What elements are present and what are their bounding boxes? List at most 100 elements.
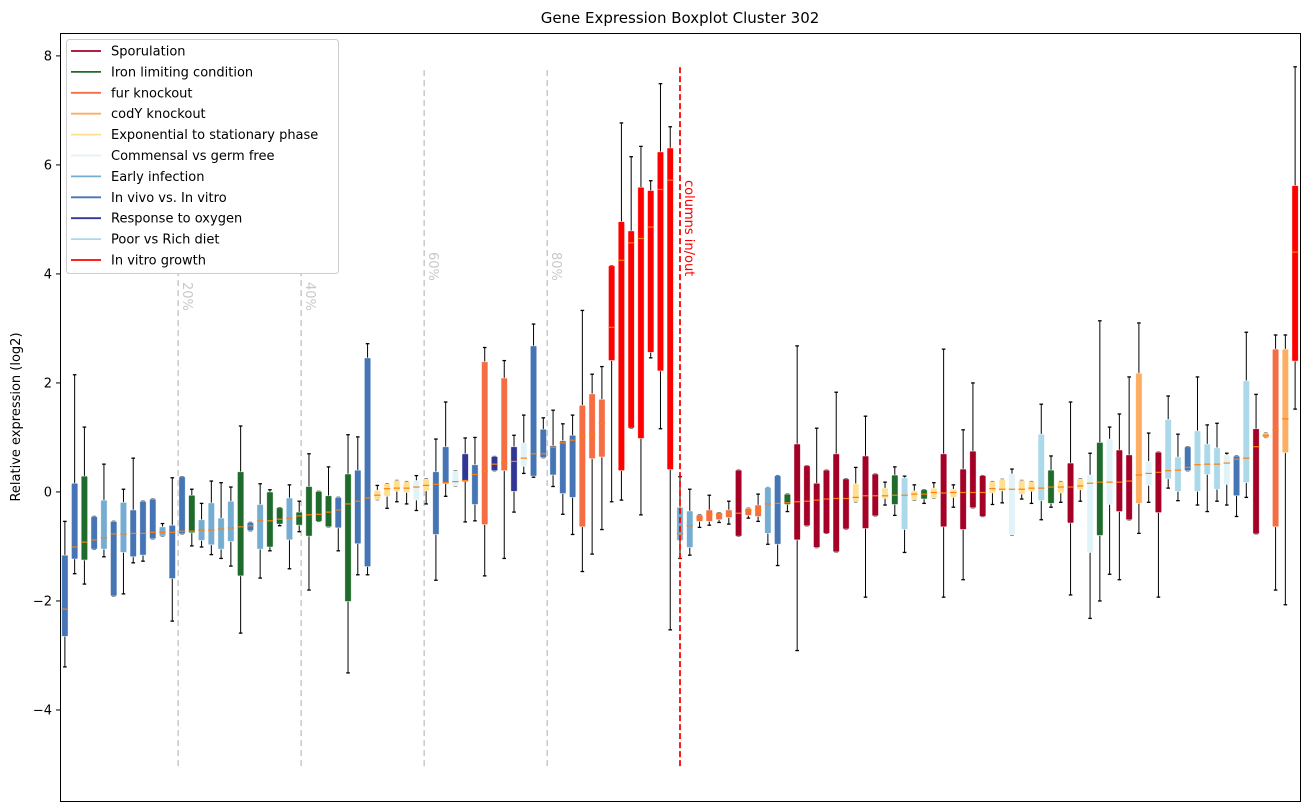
box-body	[393, 480, 401, 492]
box-4	[90, 515, 98, 550]
box-118	[1203, 424, 1211, 513]
box-56	[598, 365, 606, 531]
box-21	[256, 483, 264, 579]
box-117	[1193, 376, 1202, 506]
legend-item: Exponential to stationary phase	[71, 128, 318, 143]
box-body	[539, 428, 547, 459]
box-100	[1027, 480, 1036, 505]
box-body	[1271, 348, 1280, 528]
box-44	[481, 346, 489, 577]
box-body	[266, 491, 274, 548]
box-body	[1008, 473, 1016, 536]
box-body	[149, 498, 157, 540]
box-body	[1203, 443, 1211, 475]
y-axis-label: Relative expression (log2)	[9, 332, 24, 501]
box-body	[988, 481, 997, 494]
box-114	[1164, 395, 1172, 489]
y-tick-label: 2	[44, 376, 52, 391]
box-70	[734, 469, 743, 537]
box-body	[119, 501, 128, 553]
box-body	[90, 516, 98, 550]
box-109	[1115, 413, 1123, 581]
box-body	[461, 453, 469, 482]
box-body	[139, 500, 147, 556]
box-110	[1125, 376, 1133, 521]
box-55	[588, 373, 596, 555]
box-121	[1232, 455, 1241, 518]
box-body	[451, 470, 460, 487]
box-body	[207, 502, 215, 546]
box-body	[110, 520, 118, 597]
box-body	[910, 490, 918, 501]
box-body	[940, 453, 948, 528]
box-49	[529, 323, 538, 478]
box-101	[1037, 403, 1045, 521]
legend-item: Response to oxygen	[71, 212, 242, 227]
box-104	[1066, 401, 1075, 596]
box-body	[412, 480, 420, 501]
box-34	[383, 483, 391, 509]
box-36	[403, 480, 411, 505]
box-88	[910, 484, 918, 501]
box-97	[998, 478, 1006, 504]
box-body	[442, 446, 450, 485]
box-body	[158, 526, 167, 537]
box-79	[822, 469, 831, 535]
box-body	[1164, 419, 1172, 480]
percentile-label: 20%	[179, 282, 194, 311]
box-51	[549, 409, 557, 488]
box-92	[949, 484, 957, 508]
box-122	[1242, 331, 1250, 499]
split-line-label: columns in/out	[681, 180, 696, 276]
box-32	[363, 343, 372, 576]
box-94	[969, 382, 977, 509]
box-66	[695, 514, 704, 529]
legend-label: Response to oxygen	[111, 212, 242, 227]
box-body	[295, 511, 303, 526]
box-body	[1252, 428, 1260, 535]
box-body	[1232, 455, 1241, 497]
box-body	[647, 190, 655, 353]
box-39	[432, 438, 440, 581]
box-76	[793, 345, 801, 652]
box-83	[861, 415, 870, 598]
box-78	[813, 427, 821, 549]
box-116	[1184, 446, 1192, 472]
box-body	[783, 493, 792, 505]
legend-label: In vivo vs. In vitro	[111, 191, 227, 206]
legend-label: Sporulation	[111, 45, 186, 60]
box-35	[393, 479, 401, 503]
box-46	[500, 359, 508, 560]
box-108	[1106, 426, 1114, 575]
legend-item: fur knockout	[71, 86, 193, 101]
box-43	[471, 436, 479, 522]
box-body	[1066, 462, 1075, 524]
box-body	[256, 504, 264, 550]
box-body	[881, 487, 889, 499]
box-52	[559, 423, 567, 515]
box-body	[1135, 372, 1143, 504]
box-103	[1057, 480, 1065, 503]
box-85	[881, 481, 889, 506]
legend: Sporulation Iron limiting condition fur kn…	[66, 39, 339, 274]
box-body	[227, 500, 235, 542]
box-body	[588, 393, 596, 460]
box-body	[285, 497, 294, 541]
box-84	[871, 473, 879, 517]
axes-frame	[60, 33, 1301, 802]
box-107	[1096, 320, 1104, 602]
box-45	[490, 455, 499, 472]
box-65	[686, 488, 694, 556]
percentile-label: 60%	[425, 252, 440, 281]
box-body	[734, 469, 743, 537]
box-22	[266, 489, 274, 552]
box-body	[1106, 438, 1114, 505]
box-body	[891, 474, 899, 505]
box-93	[959, 429, 967, 581]
box-25	[295, 500, 303, 533]
box-body	[549, 445, 557, 476]
box-71	[744, 507, 752, 519]
box-102	[1047, 455, 1055, 508]
percentile-label: 40%	[302, 282, 317, 311]
box-body	[1096, 441, 1104, 536]
